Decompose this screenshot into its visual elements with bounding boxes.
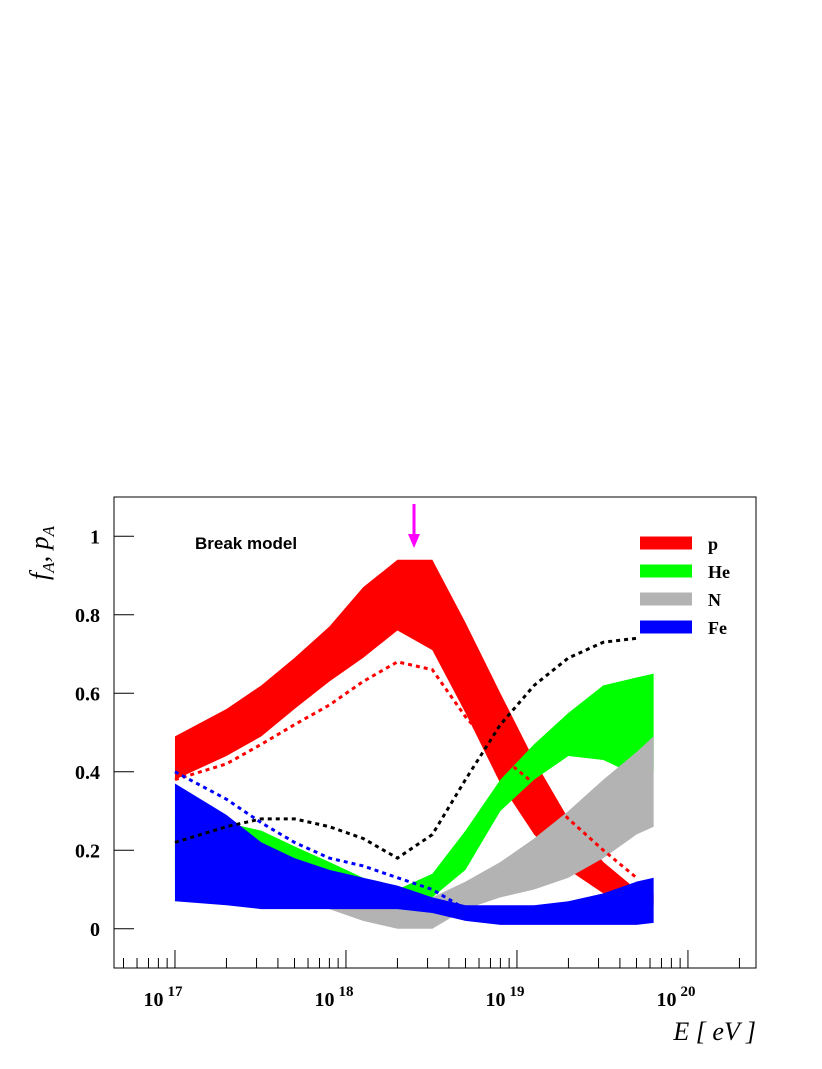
y-tick-label: 1 [90, 526, 100, 548]
x-tick-exponent: 19 [509, 984, 524, 1000]
dotted-line [174, 770, 467, 911]
x-tick-label: 10 17 [143, 984, 183, 1011]
y-axis-label: fA, pA [25, 525, 58, 580]
legend-label: N [708, 590, 721, 610]
arrow-head [408, 534, 421, 548]
x-tick-base: 10 [485, 989, 505, 1011]
annotation: Break model [195, 534, 297, 553]
x-tick-exponent: 17 [167, 984, 183, 1000]
x-tick-label: 10 20 [656, 984, 695, 1011]
y-axis-label-sub: A [39, 562, 58, 574]
x-tick-label: 10 19 [485, 984, 524, 1011]
y-tick-label: 0.2 [75, 840, 100, 862]
dotted-line [174, 660, 638, 879]
x-tick-base: 10 [143, 989, 163, 1011]
band [174, 783, 654, 925]
band [174, 559, 654, 906]
y-axis-label-sub: A [39, 525, 58, 537]
x-tick-exponent: 20 [680, 984, 695, 1000]
x-tick-label: 10 18 [314, 984, 353, 1011]
x-tick-base: 10 [314, 989, 334, 1011]
x-axis-label: E [ eV ] [672, 1017, 756, 1046]
legend-label: p [708, 534, 718, 554]
legend-label: He [708, 562, 730, 582]
plot-frame [113, 496, 757, 969]
y-tick-label: 0.4 [75, 762, 100, 784]
y-tick-label: 0 [90, 919, 100, 941]
band [174, 673, 654, 906]
y-axis-label-part: , p [25, 536, 54, 562]
y-axis-label-part: f [25, 569, 54, 580]
x-tick-base: 10 [656, 989, 676, 1011]
y-tick-label: 0.8 [75, 605, 100, 627]
y-tick-label: 0.6 [75, 683, 100, 705]
x-tick-exponent: 18 [338, 984, 353, 1000]
legend-label: Fe [708, 618, 727, 638]
